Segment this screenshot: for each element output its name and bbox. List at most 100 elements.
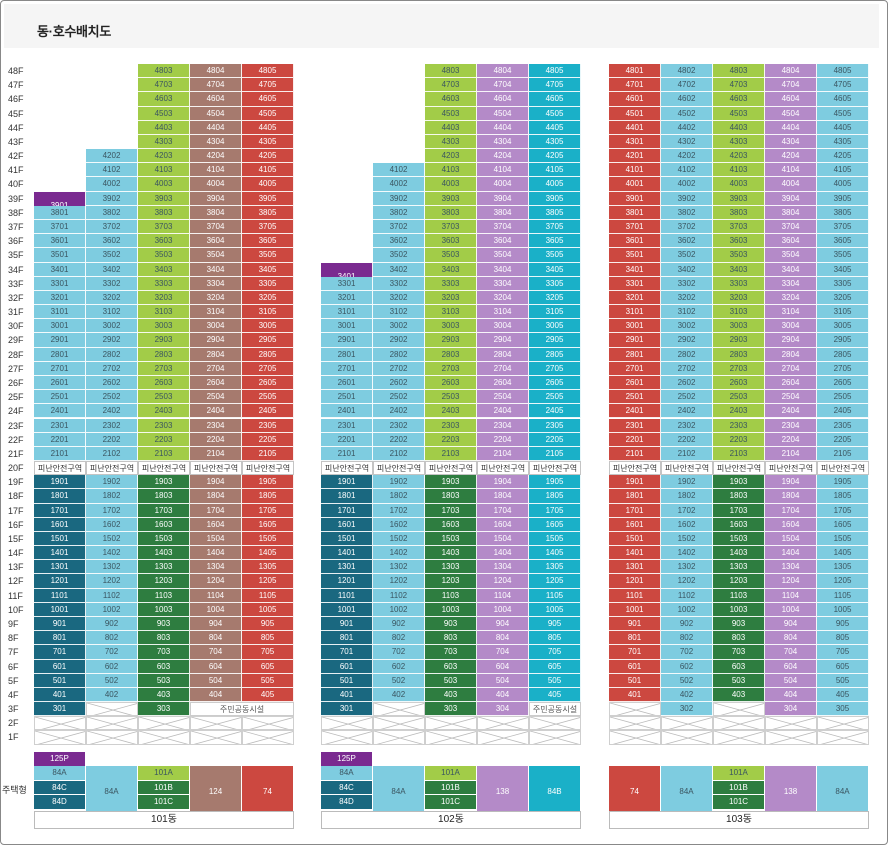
unit-cell: 1303 bbox=[425, 560, 477, 575]
unit-cell: 3404 bbox=[765, 262, 817, 277]
unit-cell: 3405 bbox=[529, 262, 581, 277]
floor-label: 38F bbox=[8, 207, 24, 218]
empty-unit-cell bbox=[609, 716, 661, 731]
floor-label: 12F bbox=[8, 576, 24, 587]
unit-type-cell: 101B bbox=[425, 780, 477, 795]
unit-cell: 2601 bbox=[34, 375, 86, 391]
unit-cell: 1602 bbox=[86, 517, 138, 532]
unit-cell: 3402 bbox=[373, 262, 425, 277]
unit-cell: 1301 bbox=[34, 560, 86, 575]
unit-cell: 3304 bbox=[477, 276, 529, 291]
unit-cell: 1204 bbox=[190, 574, 242, 589]
unit-cell: 1001 bbox=[321, 602, 373, 617]
unit-cell: 1203 bbox=[713, 574, 765, 589]
floor-label: 23F bbox=[8, 420, 24, 431]
unit-cell: 1103 bbox=[425, 588, 477, 603]
unit-cell: 2701 bbox=[321, 361, 373, 376]
unit-cell: 803 bbox=[713, 631, 765, 646]
unit-type-cell: 84C bbox=[34, 780, 86, 795]
unit-cell: 1202 bbox=[373, 574, 425, 589]
header-bar: 동·호수배치도 bbox=[4, 4, 879, 48]
unit-cell: 2703 bbox=[713, 361, 765, 376]
unit-cell: 1103 bbox=[138, 588, 190, 603]
unit-cell: 505 bbox=[529, 673, 581, 688]
empty-unit-cell bbox=[609, 730, 661, 745]
unit-cell: 2401 bbox=[34, 404, 86, 419]
floor-label: 19F bbox=[8, 477, 24, 488]
unit-cell: 403 bbox=[425, 687, 477, 703]
unit-cell: 803 bbox=[138, 631, 190, 646]
unit-cell: 3801 bbox=[34, 205, 86, 220]
unit-type-cell: 84B bbox=[529, 766, 581, 817]
unit-cell: 2405 bbox=[529, 404, 581, 419]
unit-cell: 2101 bbox=[609, 446, 661, 462]
unit-cell: 2704 bbox=[190, 361, 242, 376]
unit-cell: 1702 bbox=[86, 503, 138, 518]
unit-cell: 3503 bbox=[425, 248, 477, 263]
unit-cell: 2604 bbox=[477, 375, 529, 391]
unit-cell: 4303 bbox=[713, 134, 765, 150]
floor-label: 3F bbox=[8, 704, 19, 715]
unit-cell: 1002 bbox=[661, 602, 713, 617]
unit-cell: 603 bbox=[425, 659, 477, 674]
unit-cell: 2101 bbox=[34, 446, 86, 462]
unit-cell: 4003 bbox=[425, 177, 477, 192]
floor-label: 14F bbox=[8, 548, 24, 559]
unit-cell: 605 bbox=[529, 659, 581, 674]
unit-cell: 301 bbox=[34, 702, 86, 717]
unit-cell: 3502 bbox=[86, 248, 138, 263]
unit-cell: 3903 bbox=[138, 191, 190, 206]
safe-zone-cell: 피난안전구역 bbox=[190, 461, 242, 476]
unit-cell: 4405 bbox=[242, 120, 294, 135]
unit-cell: 2602 bbox=[661, 375, 713, 391]
empty-unit-cell bbox=[817, 716, 869, 731]
unit-cell: 1903 bbox=[713, 475, 765, 490]
unit-cell: 2804 bbox=[190, 347, 242, 362]
unit-cell: 3605 bbox=[817, 234, 869, 249]
unit-cell: 1501 bbox=[321, 531, 373, 547]
unit-cell: 3804 bbox=[477, 205, 529, 220]
unit-cell: 3304 bbox=[765, 276, 817, 291]
unit-cell: 3704 bbox=[765, 219, 817, 235]
unit-cell: 702 bbox=[661, 645, 713, 660]
unit-cell: 3905 bbox=[817, 191, 869, 206]
unit-cell: 4603 bbox=[713, 92, 765, 107]
empty-unit-cell bbox=[373, 730, 425, 745]
unit-cell: 2305 bbox=[529, 418, 581, 433]
unit-cell: 504 bbox=[477, 673, 529, 688]
floor-label: 15F bbox=[8, 533, 24, 544]
unit-cell: 3402 bbox=[86, 262, 138, 277]
unit-cell: 4001 bbox=[609, 177, 661, 192]
unit-cell: 403 bbox=[138, 687, 190, 703]
unit-cell: 3505 bbox=[817, 248, 869, 263]
unit-cell: 3104 bbox=[765, 305, 817, 320]
unit-cell: 1505 bbox=[242, 531, 294, 547]
unit-cell: 4504 bbox=[765, 106, 817, 121]
unit-cell: 303 bbox=[425, 702, 477, 717]
unit-cell: 2302 bbox=[661, 418, 713, 433]
unit-cell: 2603 bbox=[138, 375, 190, 391]
safe-zone-cell: 피난안전구역 bbox=[138, 461, 190, 476]
unit-cell: 1904 bbox=[765, 475, 817, 490]
unit-cell: 4603 bbox=[138, 92, 190, 107]
unit-cell: 1901 bbox=[321, 475, 373, 490]
unit-cell: 2705 bbox=[529, 361, 581, 376]
unit-cell: 3004 bbox=[190, 319, 242, 334]
unit-cell: 2801 bbox=[34, 347, 86, 362]
unit-cell: 4004 bbox=[477, 177, 529, 192]
unit-cell: 904 bbox=[477, 617, 529, 632]
unit-cell: 1604 bbox=[477, 517, 529, 532]
unit-cell: 801 bbox=[321, 631, 373, 646]
unit-cell: 4602 bbox=[661, 92, 713, 107]
unit-cell: 1904 bbox=[477, 475, 529, 490]
unit-cell: 1405 bbox=[817, 546, 869, 561]
unit-cell: 2501 bbox=[34, 390, 86, 405]
unit-cell: 2402 bbox=[373, 404, 425, 419]
unit-cell: 3901 bbox=[609, 191, 661, 206]
unit-cell: 4002 bbox=[661, 177, 713, 192]
floor-label: 35F bbox=[8, 250, 24, 261]
unit-cell: 2105 bbox=[529, 446, 581, 462]
unit-cell: 3902 bbox=[86, 191, 138, 206]
unit-cell: 805 bbox=[242, 631, 294, 646]
